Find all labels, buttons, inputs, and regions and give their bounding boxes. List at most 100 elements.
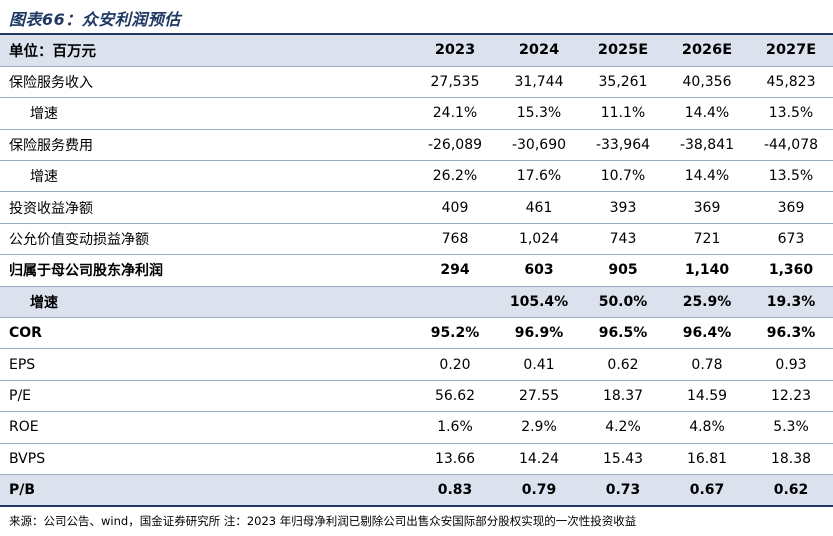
row-label: ROE	[0, 411, 413, 444]
table-header-row: 单位：百万元 2023 2024 2025E 2026E 2027E	[0, 35, 833, 67]
table-cell: 1.6%	[413, 411, 497, 444]
table-cell: 0.62	[581, 348, 665, 381]
row-label: P/E	[0, 380, 413, 413]
table-cell: 2.9%	[497, 411, 581, 444]
table-row-pb: P/B 0.83 0.79 0.73 0.67 0.62	[0, 474, 833, 506]
table-cell: 50.0%	[581, 286, 665, 319]
table-cell: 25.9%	[665, 286, 749, 319]
year-header: 2024	[497, 35, 581, 67]
table-cell: 768	[413, 223, 497, 256]
row-label: 保险服务费用	[0, 129, 413, 162]
year-header: 2025E	[581, 35, 665, 67]
table-cell: 673	[749, 223, 833, 256]
table-cell: 0.67	[665, 474, 749, 506]
table-cell: 18.38	[749, 443, 833, 475]
table-row-cor: COR 95.2% 96.9% 96.5% 96.4% 96.3%	[0, 317, 833, 350]
table-row-insurance-expense: 保险服务费用 -26,089 -30,690 -33,964 -38,841 -…	[0, 129, 833, 162]
table-cell: 1,360	[749, 254, 833, 287]
row-label: 增速	[0, 97, 413, 130]
table-cell: -26,089	[413, 129, 497, 162]
table-cell: -33,964	[581, 129, 665, 162]
table-cell: 10.7%	[581, 160, 665, 193]
table-cell: 16.81	[665, 443, 749, 475]
table-row-net-profit-growth: 增速 105.4% 50.0% 25.9% 19.3%	[0, 286, 833, 319]
table-cell: 13.66	[413, 443, 497, 475]
table-cell: 743	[581, 223, 665, 256]
table-cell: 14.59	[665, 380, 749, 413]
table-cell: 56.62	[413, 380, 497, 413]
profit-forecast-table: 单位：百万元 2023 2024 2025E 2026E 2027E 保险服务收…	[0, 35, 833, 506]
table-cell: 1,024	[497, 223, 581, 256]
row-label: 增速	[0, 286, 413, 319]
year-header: 2026E	[665, 35, 749, 67]
table-cell: 0.93	[749, 348, 833, 381]
row-label: COR	[0, 317, 413, 350]
table-cell: 0.83	[413, 474, 497, 506]
table-cell: -38,841	[665, 129, 749, 162]
table-cell: 11.1%	[581, 97, 665, 130]
table-row-bvps: BVPS 13.66 14.24 15.43 16.81 18.38	[0, 443, 833, 475]
table-row-net-profit: 归属于母公司股东净利润 294 603 905 1,140 1,360	[0, 254, 833, 287]
year-header: 2023	[413, 35, 497, 67]
table-cell	[413, 286, 497, 319]
table-cell: 905	[581, 254, 665, 287]
table-cell: 461	[497, 191, 581, 224]
table-cell: 0.62	[749, 474, 833, 506]
table-cell: 409	[413, 191, 497, 224]
table-cell: 17.6%	[497, 160, 581, 193]
table-cell: 0.41	[497, 348, 581, 381]
table-row-insurance-revenue: 保险服务收入 27,535 31,744 35,261 40,356 45,82…	[0, 66, 833, 99]
table-cell: 369	[749, 191, 833, 224]
table-cell: 31,744	[497, 66, 581, 99]
row-label: 归属于母公司股东净利润	[0, 254, 413, 287]
table-row-roe: ROE 1.6% 2.9% 4.2% 4.8% 5.3%	[0, 411, 833, 444]
table-cell: 27,535	[413, 66, 497, 99]
table-cell: 96.3%	[749, 317, 833, 350]
table-cell: 721	[665, 223, 749, 256]
table-cell: 18.37	[581, 380, 665, 413]
table-row-eps: EPS 0.20 0.41 0.62 0.78 0.93	[0, 348, 833, 381]
source-note: 来源：公司公告、wind，国金证券研究所 注：2023 年归母净利润已剔除公司出…	[9, 514, 637, 528]
table-cell: 14.4%	[665, 97, 749, 130]
table-cell: 0.79	[497, 474, 581, 506]
table-cell: 4.2%	[581, 411, 665, 444]
table-cell: 294	[413, 254, 497, 287]
table-cell: 12.23	[749, 380, 833, 413]
table-cell: 95.2%	[413, 317, 497, 350]
table-cell: 14.24	[497, 443, 581, 475]
table-cell: 0.73	[581, 474, 665, 506]
table-cell: 96.9%	[497, 317, 581, 350]
row-label: 保险服务收入	[0, 66, 413, 99]
figure-title: 图表66：众安利润预估	[9, 10, 181, 29]
table-cell: -44,078	[749, 129, 833, 162]
table-row-pe: P/E 56.62 27.55 18.37 14.59 12.23	[0, 380, 833, 413]
table-cell: 0.78	[665, 348, 749, 381]
row-label: BVPS	[0, 443, 413, 475]
table-cell: 4.8%	[665, 411, 749, 444]
table-cell: 393	[581, 191, 665, 224]
row-label: 投资收益净额	[0, 191, 413, 224]
table-cell: 26.2%	[413, 160, 497, 193]
table-cell: 105.4%	[497, 286, 581, 319]
table-cell: 15.3%	[497, 97, 581, 130]
table-cell: 96.5%	[581, 317, 665, 350]
table-cell: 15.43	[581, 443, 665, 475]
table-cell: -30,690	[497, 129, 581, 162]
table-cell: 24.1%	[413, 97, 497, 130]
top-rule	[0, 33, 833, 35]
table-cell: 0.20	[413, 348, 497, 381]
table-cell: 14.4%	[665, 160, 749, 193]
table-cell: 13.5%	[749, 97, 833, 130]
bottom-rule	[0, 505, 833, 507]
table-row-expense-growth: 增速 26.2% 17.6% 10.7% 14.4% 13.5%	[0, 160, 833, 193]
row-label: P/B	[0, 474, 413, 506]
table-cell: 27.55	[497, 380, 581, 413]
table-cell: 35,261	[581, 66, 665, 99]
row-label: EPS	[0, 348, 413, 381]
table-cell: 45,823	[749, 66, 833, 99]
table-row-fair-value-change: 公允价值变动损益净额 768 1,024 743 721 673	[0, 223, 833, 256]
year-header: 2027E	[749, 35, 833, 67]
table-cell: 19.3%	[749, 286, 833, 319]
row-label: 公允价值变动损益净额	[0, 223, 413, 256]
table-cell: 40,356	[665, 66, 749, 99]
